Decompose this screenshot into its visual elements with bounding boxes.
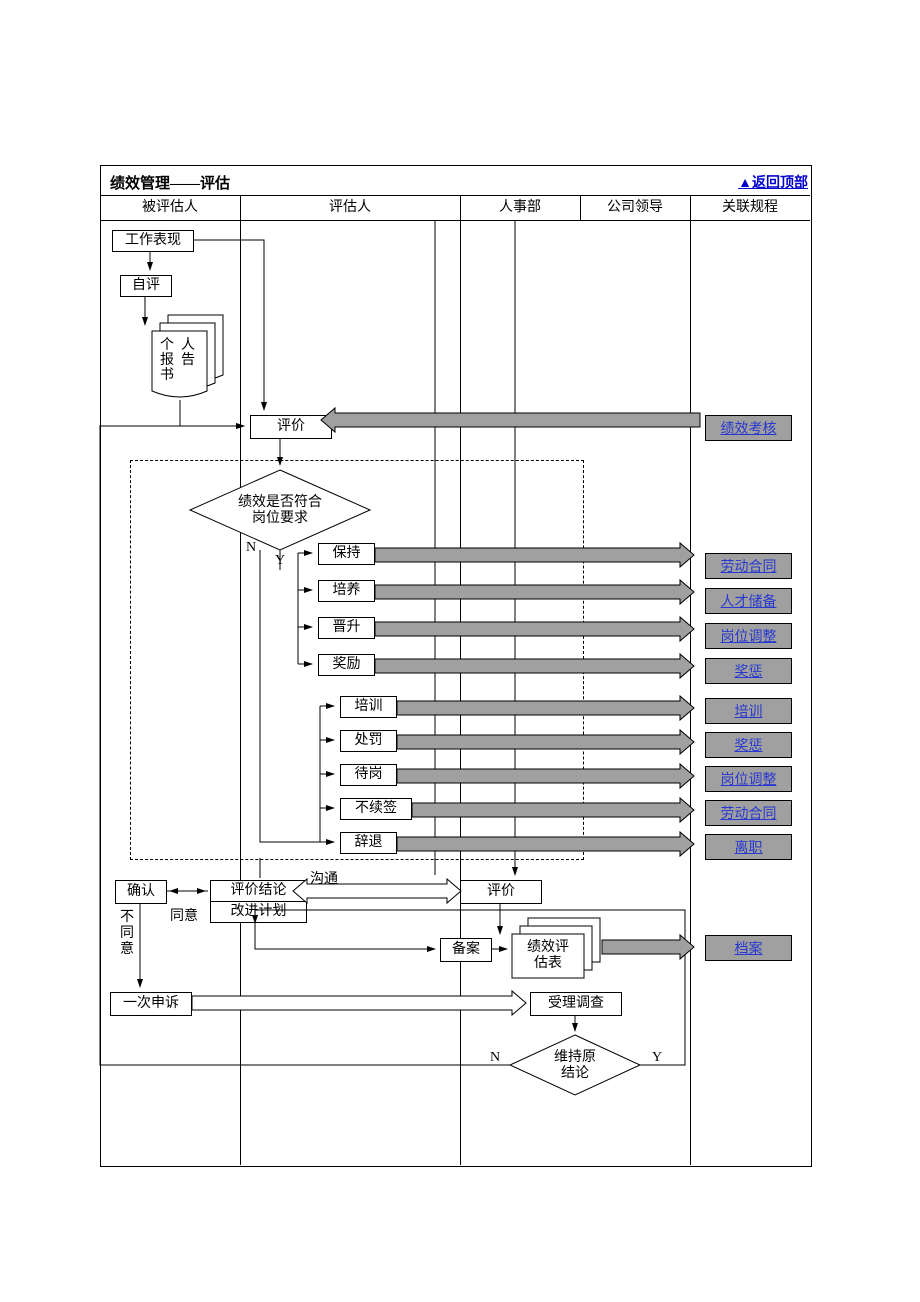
label-disagree: 不同意 [120, 910, 134, 958]
link-training[interactable]: 培训 [705, 698, 792, 724]
box-train: 培养 [318, 580, 375, 602]
box-punish: 处罚 [340, 730, 397, 752]
box-eval2: 评价 [460, 880, 542, 904]
box-plan: 改进计划 [210, 901, 307, 923]
box-evaluate: 评价 [250, 415, 332, 439]
link-labor-1[interactable]: 劳动合同 [705, 553, 792, 579]
doc-text: 个 人 报 告 书 [160, 338, 195, 383]
box-reward: 奖励 [318, 654, 375, 676]
box-appeal: 一次申诉 [110, 992, 192, 1016]
label-agree: 同意 [170, 905, 198, 925]
col-header-4: 关联规程 [690, 198, 810, 218]
box-file: 备案 [440, 938, 492, 962]
box-work-performance: 工作表现 [112, 230, 194, 252]
link-reward-1[interactable]: 奖惩 [705, 658, 792, 684]
col-header-3: 公司领导 [580, 198, 690, 218]
header-divider [100, 220, 810, 221]
label-Y2: Y [652, 1050, 662, 1066]
form-text: 绩效评估表 [520, 940, 576, 972]
link-reward-2[interactable]: 奖惩 [705, 732, 792, 758]
box-confirm: 确认 [115, 880, 167, 904]
box-norenew: 不续签 [340, 798, 412, 820]
back-to-top-link[interactable]: ▲返回顶部 [738, 172, 808, 192]
link-resign[interactable]: 离职 [705, 834, 792, 860]
col-line-4 [690, 195, 691, 1165]
box-standby: 待岗 [340, 764, 397, 786]
col-header-2: 人事部 [460, 198, 580, 218]
link-archive[interactable]: 档案 [705, 935, 792, 961]
link-talent[interactable]: 人才储备 [705, 588, 792, 614]
box-accept: 受理调查 [530, 992, 622, 1016]
keep-conc-text: 维持原结论 [545, 1050, 605, 1082]
box-promote: 晋升 [318, 617, 375, 639]
decision-text: 绩效是否符合岗位要求 [230, 495, 330, 527]
label-N2: N [490, 1050, 500, 1066]
label-N: N [246, 540, 256, 556]
label-communicate: 沟通 [310, 868, 338, 888]
link-pos-adj-2[interactable]: 岗位调整 [705, 766, 792, 792]
label-Y: Y [275, 553, 285, 569]
box-self-eval: 自评 [120, 275, 172, 297]
box-training: 培训 [340, 696, 397, 718]
title-divider [100, 195, 810, 196]
box-keep: 保持 [318, 543, 375, 565]
box-conclusion: 评价结论 [210, 880, 307, 902]
link-labor-2[interactable]: 劳动合同 [705, 800, 792, 826]
link-perf-assess[interactable]: 绩效考核 [705, 415, 792, 441]
col-header-0: 被评估人 [100, 198, 240, 218]
col-header-1: 评估人 [240, 198, 460, 218]
box-dismiss: 辞退 [340, 832, 397, 854]
page-title: 绩效管理——评估 [110, 172, 230, 193]
link-pos-adj-1[interactable]: 岗位调整 [705, 623, 792, 649]
